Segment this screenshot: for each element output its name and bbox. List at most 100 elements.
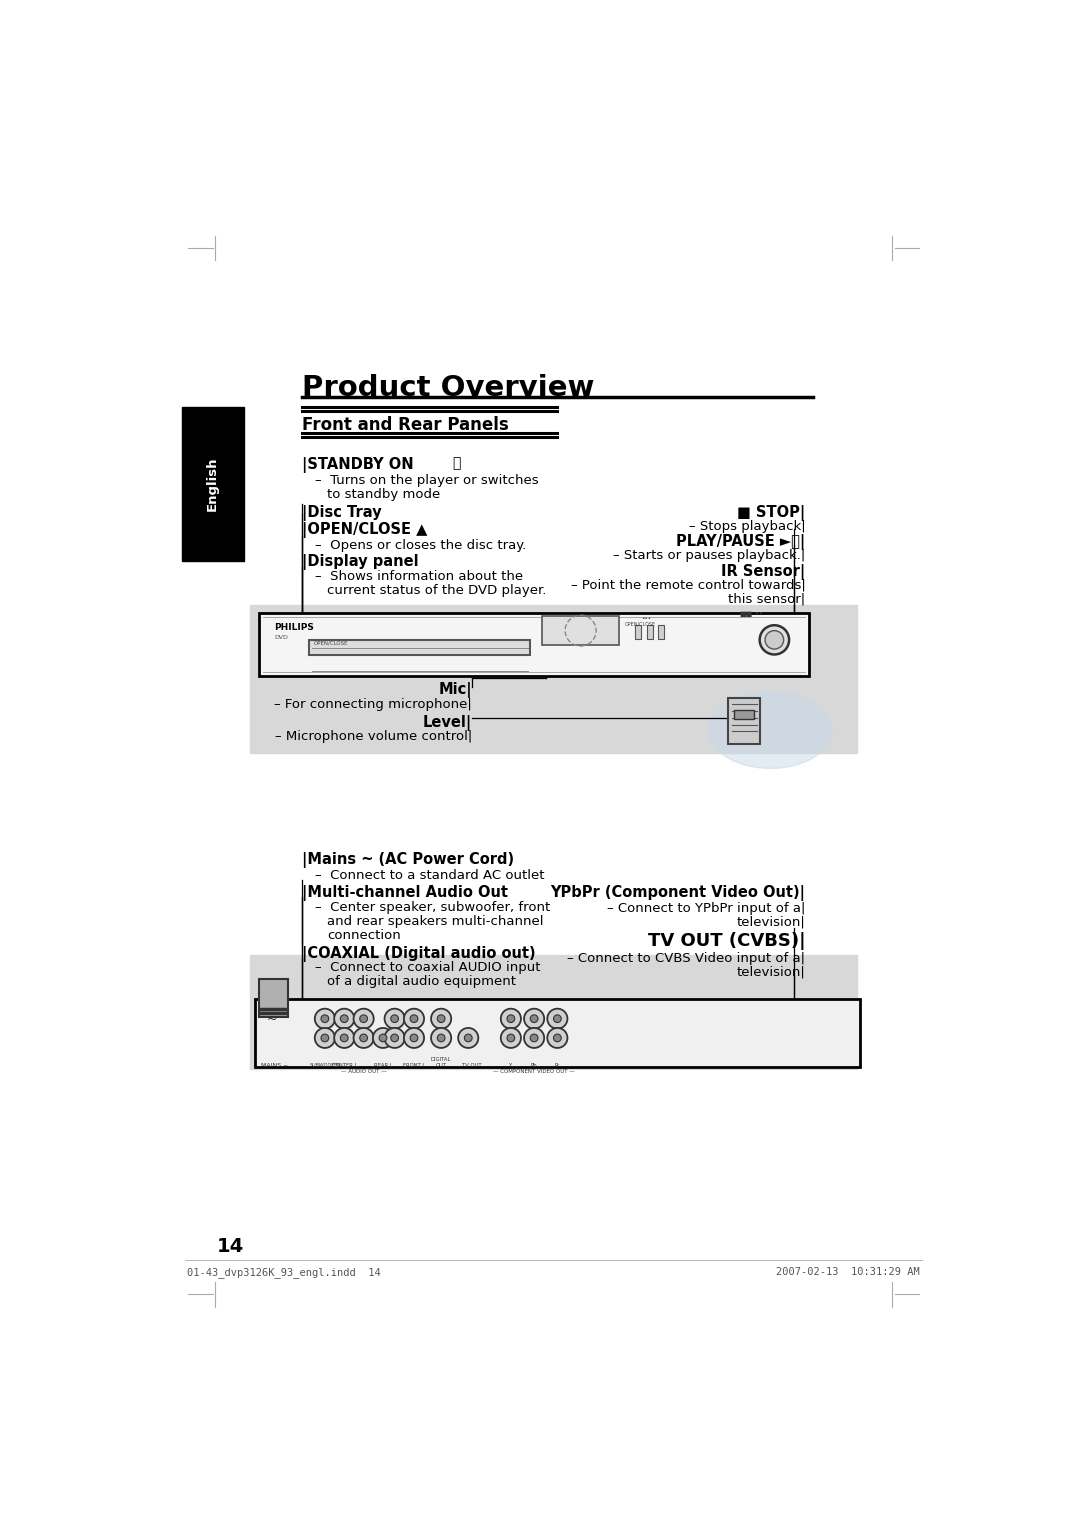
Circle shape (524, 1009, 544, 1029)
Text: –  Connect to a standard AC outlet: – Connect to a standard AC outlet (314, 869, 544, 881)
Text: PHILIPS: PHILIPS (274, 623, 314, 632)
Text: ■ STOP|: ■ STOP| (738, 505, 806, 521)
Circle shape (404, 1028, 424, 1048)
Circle shape (314, 1028, 335, 1048)
Circle shape (360, 1015, 367, 1023)
Text: |STANDBY ON: |STANDBY ON (301, 457, 418, 472)
Circle shape (321, 1034, 328, 1041)
Circle shape (554, 1015, 562, 1023)
Bar (728, 698, 760, 744)
Bar (249, 605, 858, 753)
Circle shape (437, 1034, 445, 1041)
Circle shape (530, 1015, 538, 1023)
Text: Pr: Pr (555, 1063, 561, 1069)
Text: –  Connect to coaxial AUDIO input: – Connect to coaxial AUDIO input (314, 960, 540, 974)
Text: English: English (206, 457, 219, 512)
Text: this sensor|: this sensor| (728, 592, 806, 605)
Text: – Point the remote control towards|: – Point the remote control towards| (570, 579, 806, 591)
Text: television|: television| (737, 965, 806, 979)
Text: – For connecting microphone|: – For connecting microphone| (274, 698, 472, 710)
Bar (734, 710, 754, 719)
Text: CENTER L: CENTER L (332, 1063, 356, 1069)
Circle shape (353, 1028, 374, 1048)
Text: |Display panel: |Display panel (301, 554, 418, 571)
Text: 14: 14 (216, 1237, 244, 1255)
Circle shape (548, 1028, 567, 1048)
Text: television|: television| (737, 916, 806, 928)
Text: •••: ••• (642, 615, 651, 621)
Text: Y: Y (510, 1063, 513, 1069)
Text: Front and Rear Panels: Front and Rear Panels (301, 415, 509, 434)
Bar (181, 406, 243, 560)
Text: –  Shows information about the: – Shows information about the (314, 570, 523, 583)
Bar (259, 979, 288, 1017)
Bar (249, 954, 858, 1069)
Circle shape (379, 1034, 387, 1041)
Bar (309, 640, 530, 655)
Bar (259, 612, 809, 676)
Text: Level|: Level| (423, 715, 472, 730)
Circle shape (334, 1009, 354, 1029)
Circle shape (353, 1009, 374, 1029)
Text: ⏻: ⏻ (453, 457, 461, 470)
Circle shape (458, 1028, 478, 1048)
Circle shape (524, 1028, 544, 1048)
Text: – Connect to CVBS Video input of a|: – Connect to CVBS Video input of a| (567, 951, 806, 965)
Circle shape (437, 1015, 445, 1023)
Text: PLAY/PAUSE ►⏸|: PLAY/PAUSE ►⏸| (676, 533, 806, 550)
Text: Product Overview: Product Overview (301, 374, 594, 402)
Circle shape (765, 631, 784, 649)
Text: TV OUT: TV OUT (462, 1063, 482, 1069)
Circle shape (340, 1015, 348, 1023)
Circle shape (384, 1028, 405, 1048)
Circle shape (391, 1034, 399, 1041)
Circle shape (360, 1034, 367, 1041)
Text: ■■: ■■ (740, 611, 753, 617)
Text: 01-43_dvp3126K_93_engl.indd  14: 01-43_dvp3126K_93_engl.indd 14 (187, 1267, 380, 1278)
Bar (658, 625, 664, 640)
Text: TV OUT (CVBS)|: TV OUT (CVBS)| (648, 931, 806, 950)
Text: |Mains ~ (AC Power Cord): |Mains ~ (AC Power Cord) (301, 852, 514, 867)
Text: YPbPr (Component Video Out)|: YPbPr (Component Video Out)| (551, 886, 806, 901)
Text: connection: connection (327, 928, 401, 942)
Text: MAINS ~: MAINS ~ (261, 1063, 288, 1069)
Bar (647, 625, 652, 640)
Circle shape (464, 1034, 472, 1041)
Text: Mic|: Mic| (438, 683, 472, 698)
Text: – Starts or pauses playback.|: – Starts or pauses playback.| (613, 550, 806, 562)
Text: of a digital audio equipment: of a digital audio equipment (327, 974, 516, 988)
Circle shape (501, 1009, 521, 1029)
Text: and rear speakers multi-channel: and rear speakers multi-channel (327, 915, 543, 928)
Circle shape (759, 625, 789, 655)
Text: –  Opens or closes the disc tray.: – Opens or closes the disc tray. (314, 539, 526, 551)
Bar (255, 1000, 860, 1067)
Text: 2007-02-13  10:31:29 AM: 2007-02-13 10:31:29 AM (777, 1267, 920, 1278)
Text: ••: •• (755, 611, 762, 617)
Circle shape (410, 1015, 418, 1023)
Bar (542, 615, 619, 646)
Ellipse shape (708, 692, 833, 768)
Circle shape (501, 1028, 521, 1048)
Circle shape (548, 1009, 567, 1029)
Text: – Stops playback|: – Stops playback| (689, 519, 806, 533)
Text: Pb: Pb (531, 1063, 538, 1069)
Circle shape (404, 1009, 424, 1029)
Circle shape (391, 1015, 399, 1023)
Circle shape (373, 1028, 393, 1048)
Circle shape (321, 1015, 328, 1023)
Text: ~: ~ (267, 1012, 278, 1026)
Text: |Disc Tray: |Disc Tray (301, 505, 381, 521)
Bar (635, 625, 642, 640)
Circle shape (340, 1034, 348, 1041)
Text: — AUDIO OUT —: — AUDIO OUT — (341, 1069, 387, 1073)
Circle shape (384, 1009, 405, 1029)
Text: FRONT L: FRONT L (403, 1063, 426, 1069)
Circle shape (314, 1009, 335, 1029)
Text: SUBWOOFER: SUBWOOFER (309, 1063, 340, 1069)
Text: – Connect to YPbPr input of a|: – Connect to YPbPr input of a| (607, 901, 806, 915)
Circle shape (431, 1028, 451, 1048)
Text: — COMPONENT VIDEO OUT —: — COMPONENT VIDEO OUT — (494, 1069, 575, 1073)
Circle shape (530, 1034, 538, 1041)
Circle shape (554, 1034, 562, 1041)
Text: OPEN/CLOSE: OPEN/CLOSE (624, 621, 656, 626)
